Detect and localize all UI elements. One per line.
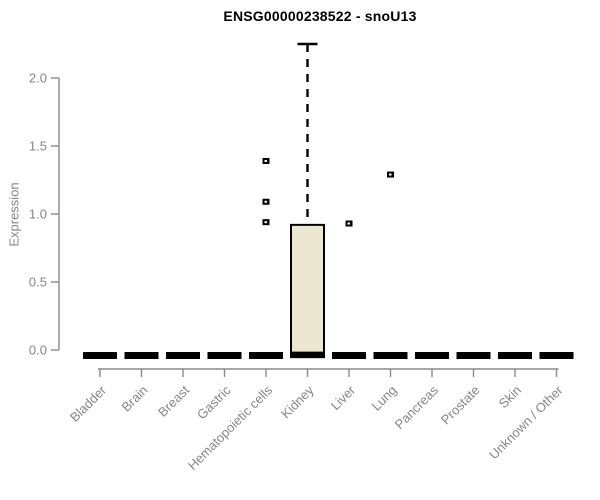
- flat-box: [373, 352, 408, 359]
- y-tick-label: 0.0: [29, 343, 47, 358]
- x-tick-label: Breast: [155, 382, 192, 419]
- y-tick-label: 1.5: [29, 139, 47, 154]
- flat-box: [83, 352, 117, 359]
- outlier-point-center: [389, 173, 392, 176]
- y-tick-label: 1.0: [29, 207, 47, 222]
- x-tick-label: Unknown / Other: [486, 382, 566, 462]
- outlier-point-center: [347, 222, 350, 225]
- flat-box: [332, 352, 366, 359]
- chart-title: ENSG00000238522 - snoU13: [223, 8, 417, 24]
- flat-box: [249, 352, 283, 359]
- box: [290, 223, 325, 354]
- flat-box: [498, 352, 532, 359]
- x-tick-label: Liver: [328, 382, 359, 413]
- flat-box: [539, 352, 574, 359]
- x-tick-label: Pancreas: [392, 382, 442, 432]
- x-tick-label: Skin: [496, 383, 524, 411]
- flat-box: [124, 352, 159, 359]
- x-tick-label: Gastric: [194, 382, 234, 422]
- y-tick-label: 0.5: [29, 275, 47, 290]
- flat-box: [415, 352, 449, 359]
- median-line: [290, 352, 325, 359]
- flat-box: [166, 352, 200, 359]
- y-tick-label: 2.0: [29, 71, 47, 86]
- flat-box: [207, 352, 242, 359]
- x-tick-label: Prostate: [438, 383, 483, 428]
- x-tick-label: Bladder: [67, 382, 110, 425]
- outlier-point-center: [264, 159, 267, 162]
- x-tick-label: Kidney: [278, 382, 317, 421]
- outlier-point-center: [264, 221, 267, 224]
- outlier-point-center: [264, 200, 267, 203]
- flat-box: [456, 352, 491, 359]
- x-tick-label: Brain: [119, 383, 151, 415]
- x-tick-label: Lung: [369, 383, 400, 414]
